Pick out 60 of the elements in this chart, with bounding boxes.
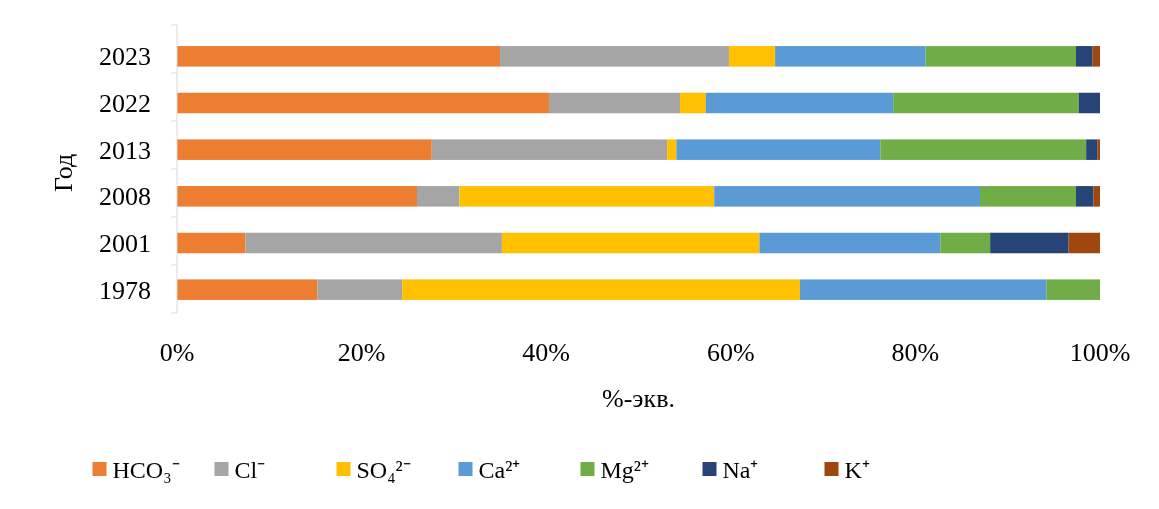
- x-tick-label: 80%: [891, 338, 940, 367]
- bar: [1097, 139, 1100, 160]
- bar: [925, 46, 1076, 67]
- bar: [317, 279, 403, 300]
- bar: [759, 232, 941, 254]
- legend-label: HCO₃⁻: [112, 457, 180, 484]
- bar: [177, 139, 432, 160]
- bar: [548, 92, 681, 114]
- bar: [177, 186, 417, 207]
- bar: [667, 139, 677, 160]
- bar: [1086, 139, 1098, 160]
- bar: [800, 279, 1047, 300]
- bar: [177, 279, 318, 300]
- x-tick-label: 60%: [706, 338, 755, 367]
- bar: [714, 186, 981, 207]
- y-axis-title: Год: [49, 153, 78, 193]
- y-tick-label: 2008: [99, 182, 151, 212]
- bar: [402, 279, 801, 300]
- bar: [728, 46, 776, 67]
- bar: [501, 232, 760, 254]
- bar: [500, 46, 729, 67]
- bar: [1046, 279, 1100, 300]
- bar: [680, 92, 706, 114]
- bar: [1078, 92, 1100, 114]
- bar: [1093, 186, 1100, 207]
- bar: [893, 92, 1079, 114]
- bar: [676, 139, 881, 160]
- legend-label: Na⁺: [722, 457, 759, 484]
- bar: [459, 186, 715, 207]
- y-tick-label: 2022: [99, 89, 151, 119]
- legend-label: SO₄²⁻: [356, 457, 411, 484]
- bar: [880, 139, 1087, 160]
- legend-label: K⁺: [844, 457, 870, 484]
- y-tick-label: 2023: [99, 42, 151, 72]
- x-tick-label: 0%: [159, 338, 195, 367]
- bar: [1076, 186, 1094, 207]
- x-tick-label: 100%: [1069, 338, 1131, 367]
- legend-label: Ca²⁺: [478, 457, 521, 484]
- x-tick-label: 20%: [337, 338, 386, 367]
- bar: [177, 46, 501, 67]
- bar: [775, 46, 926, 67]
- y-tick-label: 1978: [99, 275, 151, 305]
- bar: [177, 92, 549, 114]
- legend-label: Mg²⁺: [600, 457, 650, 484]
- bar: [980, 186, 1076, 207]
- bar: [431, 139, 668, 160]
- bar: [416, 186, 460, 207]
- y-tick-label: 2001: [99, 229, 151, 259]
- bar: [1076, 46, 1093, 67]
- y-tick-label: 2013: [99, 135, 151, 165]
- x-tick-label: 40%: [522, 338, 571, 367]
- bar: [705, 92, 894, 114]
- bar: [990, 232, 1069, 254]
- bar: [1068, 232, 1100, 254]
- bar: [940, 232, 991, 254]
- bar: [1092, 46, 1100, 67]
- bar: [177, 232, 246, 254]
- legend-label: Cl⁻: [234, 457, 266, 484]
- bar: [245, 232, 502, 254]
- x-axis-title: %-экв.: [602, 384, 675, 413]
